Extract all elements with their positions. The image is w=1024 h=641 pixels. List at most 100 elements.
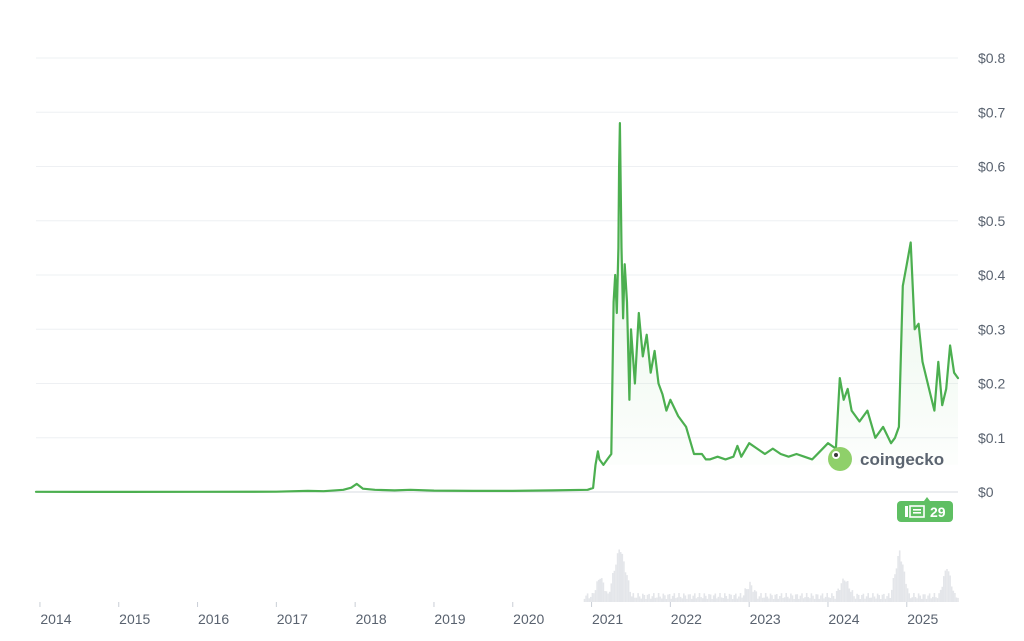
volume-bar	[783, 597, 786, 602]
x-tick-label: 2020	[513, 611, 544, 627]
volume-bar	[642, 593, 644, 602]
volume-bar	[932, 596, 934, 602]
volume-bar	[724, 593, 726, 602]
volume-bar	[791, 595, 794, 602]
volume-bar	[843, 580, 846, 602]
volume-bar	[955, 597, 958, 602]
volume-bar	[764, 593, 767, 602]
volume-bar	[831, 593, 833, 602]
volume-bar	[930, 598, 932, 602]
volume-bar	[746, 589, 748, 602]
volume-bar	[615, 564, 617, 602]
volume-bar	[816, 594, 819, 602]
volume-bar	[928, 593, 931, 602]
volume-bar	[798, 598, 800, 602]
volume-bar	[824, 596, 827, 602]
volume-bar	[894, 574, 896, 602]
volume-bar	[695, 598, 698, 602]
volume-bar	[780, 593, 783, 602]
volume-bar	[952, 590, 955, 602]
volume-bar	[949, 575, 951, 602]
volume-bar	[668, 594, 671, 602]
volume-bar	[649, 598, 652, 602]
volume-bar	[640, 598, 642, 602]
volume-bar	[610, 583, 613, 602]
volume-bar	[947, 571, 950, 602]
volume-bar	[854, 598, 857, 602]
price-series-line[interactable]	[34, 122, 960, 493]
volume-bar	[739, 593, 742, 602]
news-icon	[905, 505, 925, 518]
volume-bar	[596, 581, 598, 602]
volume-bar	[613, 570, 616, 602]
volume-bar	[782, 598, 784, 602]
volume-bar	[779, 596, 781, 602]
volume-bar	[673, 593, 676, 602]
y-tick-label: $0.6	[978, 159, 1005, 175]
volume-bar	[700, 597, 702, 602]
volume-bar	[722, 598, 724, 602]
volume-bar	[878, 595, 880, 602]
volume-bar	[626, 575, 628, 602]
volume-bar	[747, 589, 750, 602]
volume-bar	[670, 598, 672, 602]
volume-bar	[638, 596, 641, 602]
coingecko-watermark: coingecko	[828, 447, 944, 471]
volume-bar	[750, 585, 753, 602]
volume-bar	[709, 594, 712, 602]
volume-bar	[875, 598, 877, 602]
y-tick-label: $0.3	[978, 321, 1005, 337]
volume-bar	[676, 597, 679, 602]
volume-bar	[815, 594, 817, 602]
volume-bar	[687, 594, 690, 602]
volume-bar	[720, 597, 723, 602]
volume-bar	[921, 598, 923, 602]
volume-bar	[835, 591, 838, 602]
y-tick-label: $0.1	[978, 430, 1005, 446]
volume-bar	[742, 595, 745, 602]
volume-bar	[810, 593, 813, 602]
volume-bar	[935, 597, 937, 602]
volume-bar	[686, 598, 688, 602]
volume-bar	[840, 583, 843, 602]
volume-bar	[936, 598, 939, 602]
gecko-icon	[828, 447, 852, 471]
volume-bar	[643, 595, 646, 602]
volume-bar	[870, 597, 873, 602]
volume-bar	[851, 590, 854, 602]
news-badge[interactable]: 29	[897, 497, 953, 522]
volume-bar	[586, 593, 589, 602]
volume-bar	[619, 552, 622, 602]
volume-bar	[690, 598, 693, 602]
volume-bar	[701, 598, 704, 602]
volume-bar	[712, 595, 715, 602]
volume-bar	[864, 598, 866, 602]
volume-bar	[635, 597, 638, 602]
volume-bar	[793, 599, 795, 602]
x-tick-label: 2014	[40, 611, 71, 627]
volume-bar	[790, 593, 792, 602]
volume-bar	[944, 570, 947, 602]
volume-bar	[612, 573, 614, 602]
volume-bar	[705, 595, 707, 602]
volume-bar	[590, 596, 592, 602]
volume-bar	[954, 593, 956, 602]
volume-bar	[788, 598, 791, 602]
volume-bar	[594, 590, 597, 602]
volume-bar	[826, 593, 828, 602]
volume-bar	[651, 596, 654, 602]
volume-bar	[735, 593, 737, 602]
volume-bar	[627, 580, 630, 602]
volume-bar	[916, 598, 918, 602]
price-area	[607, 123, 958, 465]
volume-bar	[601, 578, 603, 602]
volume-bar	[884, 598, 887, 602]
volume-bar	[895, 568, 898, 602]
volume-bar	[804, 597, 806, 602]
volume-bar	[801, 593, 803, 602]
x-tick-label: 2018	[356, 611, 387, 627]
volume-bar	[802, 598, 805, 602]
x-tick-label: 2015	[119, 611, 150, 627]
volume-bar	[938, 593, 940, 602]
volume-bar	[889, 598, 891, 602]
